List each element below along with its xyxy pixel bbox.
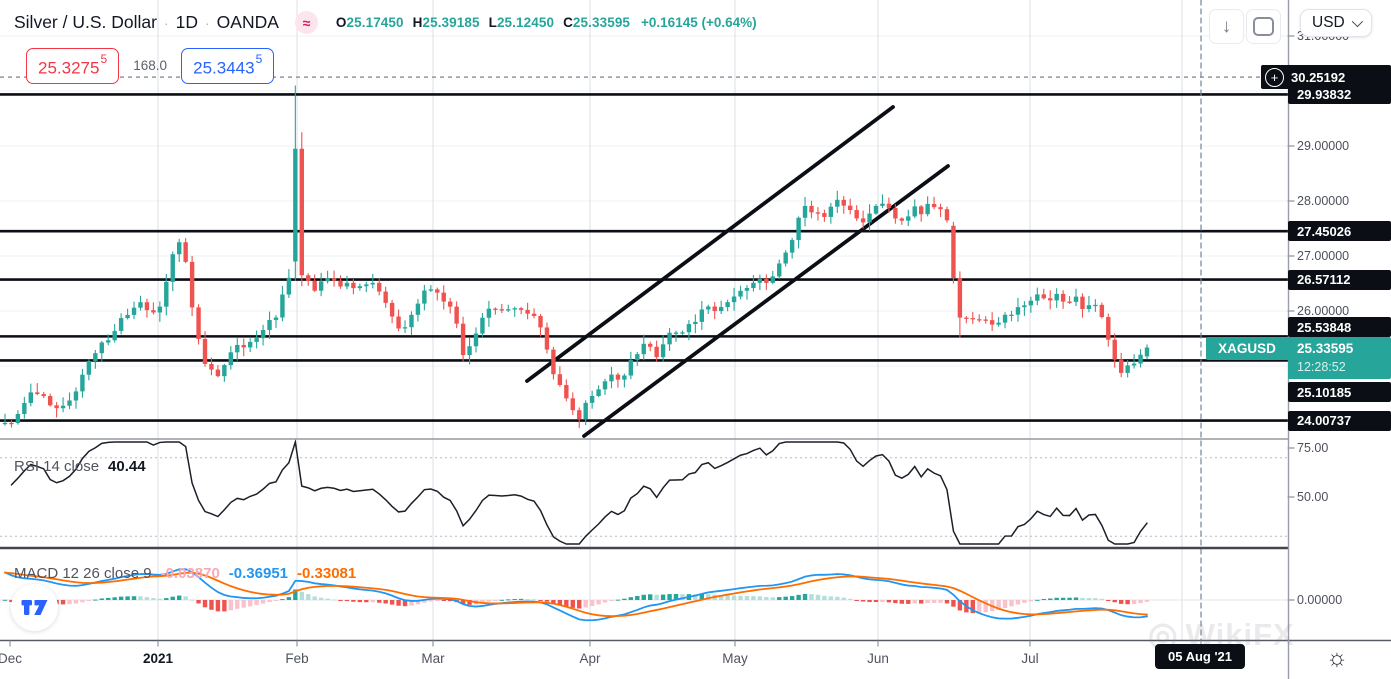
level-price-label[interactable]: 26.57112: [1288, 269, 1391, 290]
last-price-value: 25.33595: [1297, 341, 1354, 357]
sell-half-pip: 5: [100, 52, 108, 66]
high-value: 25.39185: [422, 15, 480, 30]
macd-legend[interactable]: MACD 12 26 close 9 -0.03870 -0.36951 -0.…: [14, 565, 356, 582]
price-tick: 27.00000: [1297, 249, 1350, 263]
level-price-label[interactable]: 25.10185: [1288, 382, 1391, 403]
time-tick: Jul: [1021, 651, 1039, 666]
tradingview-logo[interactable]: [11, 584, 58, 631]
rsi-tick: 75.00: [1297, 441, 1329, 455]
macd-line-value: -0.36951: [228, 565, 289, 582]
level-price-label[interactable]: 25.53848: [1288, 317, 1391, 338]
chevron-down-icon: [1351, 15, 1363, 28]
time-tick: Apr: [579, 651, 601, 666]
buy-half-pip: 5: [255, 52, 263, 66]
bar-countdown: 12:28:52: [1297, 360, 1346, 375]
download-icon: ↓: [1221, 15, 1232, 37]
time-tick: Feb: [285, 651, 309, 666]
tradingview-logo-glyph: [21, 600, 48, 615]
macd-hist-value: -0.03870: [160, 565, 220, 582]
spread-value: 168.0: [133, 58, 168, 74]
time-tick: Jun: [867, 651, 889, 666]
price-tick: 29.00000: [1297, 139, 1350, 153]
rsi-tick: 50.00: [1297, 490, 1329, 504]
delayed-data-icon[interactable]: ≈: [294, 11, 318, 34]
quote-row: 25.32755 168.0 25.34435: [26, 48, 275, 84]
level-price-label[interactable]: 27.45026: [1288, 221, 1391, 242]
low-value: 25.12450: [496, 15, 555, 30]
close-value: 25.33595: [572, 15, 631, 30]
download-button[interactable]: ↓: [1209, 9, 1244, 44]
exchange-label: OANDA: [216, 12, 279, 32]
symbol-title[interactable]: Silver / U.S. Dollar: [14, 12, 157, 32]
price-tick: 28.00000: [1297, 194, 1350, 208]
separator-dot: ·: [163, 14, 169, 31]
macd-signal-value: -0.33081: [297, 565, 357, 582]
currency-dropdown[interactable]: USD: [1300, 9, 1372, 37]
time-tick: May: [722, 651, 748, 666]
alert-plus-icon[interactable]: +: [1265, 67, 1284, 87]
chart-header: Silver / U.S. Dollar · 1D · OANDA ≈ O25.…: [14, 11, 757, 34]
macd-name: MACD 12 26 close 9: [14, 565, 152, 582]
ohlc-values: O25.17450 H25.39185 L25.12450 C25.33595: [336, 15, 639, 30]
low-label: L: [488, 15, 497, 30]
time-tick: Dec: [0, 651, 23, 666]
time-tick: Mar: [421, 651, 445, 666]
macd-tick: 0.00000: [1297, 593, 1343, 607]
level-price-label[interactable]: 29.93832: [1288, 84, 1391, 105]
crosshair-date-label: 05 Aug '21: [1154, 644, 1246, 669]
close-label: C: [563, 15, 573, 30]
rsi-name: RSI 14 close: [14, 458, 100, 475]
open-label: O: [335, 15, 347, 30]
sell-button[interactable]: 25.32755: [26, 48, 120, 84]
time-tick-year: 2021: [142, 651, 174, 666]
fullscreen-button[interactable]: [1246, 9, 1281, 44]
interval-label[interactable]: 1D: [175, 12, 198, 32]
rsi-legend[interactable]: RSI 14 close 40.44: [14, 458, 146, 475]
open-value: 25.17450: [346, 15, 404, 30]
theme-sun-icon[interactable]: ☼: [1326, 644, 1348, 672]
symbol-price-tag: XAGUSD: [1206, 337, 1288, 361]
currency-value: USD: [1312, 14, 1345, 31]
change-value: +0.16145 (+0.64%): [641, 15, 757, 30]
alert-price-label[interactable]: + 30.25192: [1261, 65, 1391, 90]
high-label: H: [412, 15, 423, 30]
price-tick: 26.00000: [1297, 304, 1350, 318]
buy-button[interactable]: 25.34435: [181, 48, 275, 84]
level-price-label[interactable]: 24.00737: [1288, 410, 1391, 431]
fullscreen-icon: [1253, 17, 1274, 36]
separator-dot: ·: [205, 14, 210, 31]
last-price-label: 25.33595 12:28:52: [1288, 337, 1391, 380]
rsi-value: 40.44: [108, 458, 146, 475]
